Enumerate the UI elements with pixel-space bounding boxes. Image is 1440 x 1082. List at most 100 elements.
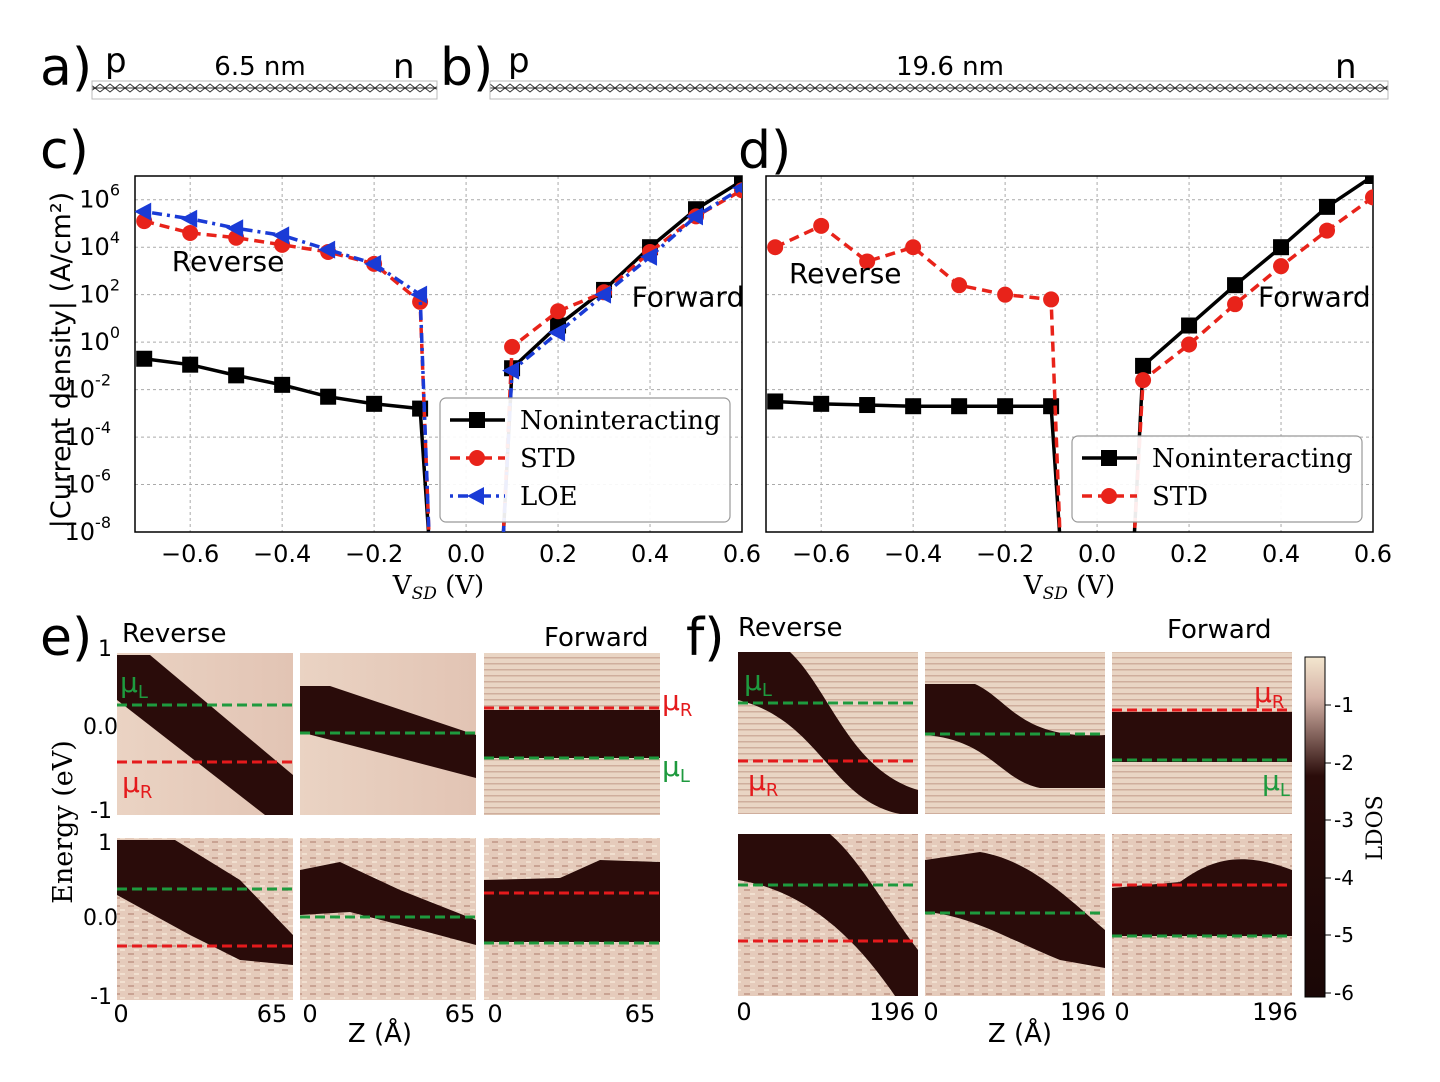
e-xtick-65-a: 65 <box>257 1000 288 1028</box>
data-point-noninteracting <box>813 395 830 412</box>
panel-label-a: a) <box>40 38 92 98</box>
data-point-loe <box>548 323 566 342</box>
ytick-label: 106 <box>79 181 120 214</box>
chain-b-right-label: n <box>1335 47 1357 87</box>
data-point-std <box>1227 296 1244 313</box>
ldos-e-bottom-forward <box>484 838 660 1000</box>
chain-b-length: 19.6 nm <box>896 52 1004 82</box>
data-point-std <box>1319 222 1336 239</box>
xtick-label: 0.4 <box>1262 540 1300 568</box>
chart-c-ylabel: |Current density| (A/cm²) <box>46 192 77 528</box>
xtick-label: 0.6 <box>1354 540 1392 568</box>
f-forward-label: Forward <box>1167 615 1272 645</box>
e-mu-L-label-left: μL <box>120 666 148 703</box>
panel-label-e: e) <box>40 608 92 668</box>
ytick-label: 102 <box>79 276 120 309</box>
ldos-f-bottom-reverse-high <box>738 834 918 996</box>
series-line-loe <box>143 209 431 532</box>
data-point-noninteracting <box>136 350 153 367</box>
e-mu-R-label-right: μR <box>662 684 692 721</box>
f-x-axis-label: Z (Å) <box>988 1017 1052 1049</box>
ldos-f-top-reverse-high <box>738 652 918 814</box>
ldos-e-top-reverse-low <box>300 653 476 815</box>
xtick-label: −0.6 <box>792 540 850 568</box>
data-point-noninteracting <box>1181 317 1198 334</box>
ytick-label: 100 <box>79 323 120 356</box>
data-point-loe <box>594 285 612 304</box>
chart-d: −0.6 −0.4 −0.2 0.0 0.2 0.4 0.6 Reverse Forward No… <box>765 175 1392 604</box>
plot-frame <box>134 175 743 533</box>
data-point-std <box>1365 189 1373 206</box>
data-point-loe <box>640 247 658 266</box>
annotation-forward: Forward <box>1258 281 1371 314</box>
data-point-noninteracting <box>997 398 1014 415</box>
xtick-label: −0.4 <box>253 540 311 568</box>
data-point-noninteracting <box>1227 277 1244 294</box>
e-reverse-label: Reverse <box>122 619 227 649</box>
data-point-noninteracting <box>228 367 245 384</box>
data-point-loe <box>686 207 704 226</box>
e-xtick-0-c: 0 <box>487 1000 502 1028</box>
f-reverse-label: Reverse <box>738 613 843 643</box>
data-point-std <box>813 217 830 234</box>
xtick-label: 0.2 <box>539 540 577 568</box>
data-point-noninteracting <box>366 395 383 412</box>
ldos-e-bottom-reverse-low <box>300 838 476 1000</box>
legend: Noninteracting STD <box>1071 435 1363 523</box>
ldos-e-top-reverse-high <box>117 653 293 815</box>
ldos-colorbar <box>1304 656 1326 998</box>
data-point-loe <box>410 285 428 304</box>
data-point-noninteracting <box>859 397 876 414</box>
chain-b-structure <box>489 80 1389 100</box>
data-point-noninteracting <box>734 176 742 189</box>
e-ytick-bot-0: 0.0 <box>83 906 118 931</box>
data-point-noninteracting <box>905 398 922 415</box>
e-ytick-top-1: 1 <box>98 637 112 662</box>
legend-marker-noninteracting <box>469 412 485 428</box>
f-xtick-0-a: 0 <box>736 998 751 1026</box>
data-point-std <box>1135 372 1152 389</box>
legend-marker-std <box>469 450 485 466</box>
data-point-std <box>1273 258 1290 275</box>
legend-label-noninteracting: Noninteracting <box>520 406 721 436</box>
data-point-std <box>997 286 1014 303</box>
legend-marker-noninteracting <box>1101 450 1117 466</box>
data-point-noninteracting <box>1273 239 1290 256</box>
chain-a-left-label: p <box>105 41 127 81</box>
xtick-label: −0.6 <box>161 540 219 568</box>
data-point-loe <box>502 361 520 380</box>
data-point-noninteracting <box>951 398 968 415</box>
data-point-noninteracting <box>320 388 337 405</box>
chain-a-right-label: n <box>393 47 415 87</box>
series-line-noninteracting <box>775 399 1062 532</box>
ldos-f-top-forward <box>1112 652 1292 814</box>
f-xtick-196-c: 196 <box>1252 998 1298 1026</box>
data-point-loe <box>318 240 336 259</box>
xtick-label: 0.4 <box>631 540 669 568</box>
series-layer <box>135 176 742 532</box>
data-point-noninteracting <box>1319 198 1336 215</box>
panel-label-c: c) <box>40 121 89 181</box>
e-ytick-bot-m1: -1 <box>90 985 112 1010</box>
f-mu-R-label-left: μR <box>748 764 778 801</box>
e-xtick-65-c: 65 <box>625 1000 656 1028</box>
e-xtick-0-b: 0 <box>302 1000 317 1028</box>
cb-tick-3: -3 <box>1334 808 1354 832</box>
e-mu-L-label-right: μL <box>662 750 690 787</box>
data-point-noninteracting <box>182 356 199 373</box>
ldos-f-bottom-forward <box>1112 834 1292 996</box>
data-point-std <box>905 239 922 256</box>
cb-tick-5: -5 <box>1334 923 1354 947</box>
data-point-noninteracting <box>274 376 291 393</box>
chain-a-structure <box>91 80 438 100</box>
e-mu-R-label-left: μR <box>122 766 152 803</box>
legend-label-std: STD <box>520 444 576 474</box>
colorbar-ticks: -1 -2 -3 -4 -5 -6 <box>1325 693 1354 1005</box>
ytick-label: 104 <box>79 228 120 261</box>
data-point-std <box>504 338 521 355</box>
data-point-loe <box>732 182 742 194</box>
f-xtick-0-c: 0 <box>1114 998 1129 1026</box>
annotation-forward: Forward <box>632 281 745 314</box>
chart-c: −0.6 −0.4 −0.2 0.0 0.2 0.4 0.610-810-610-410-2… <box>65 175 761 604</box>
e-xtick-65-b: 65 <box>445 1000 476 1028</box>
